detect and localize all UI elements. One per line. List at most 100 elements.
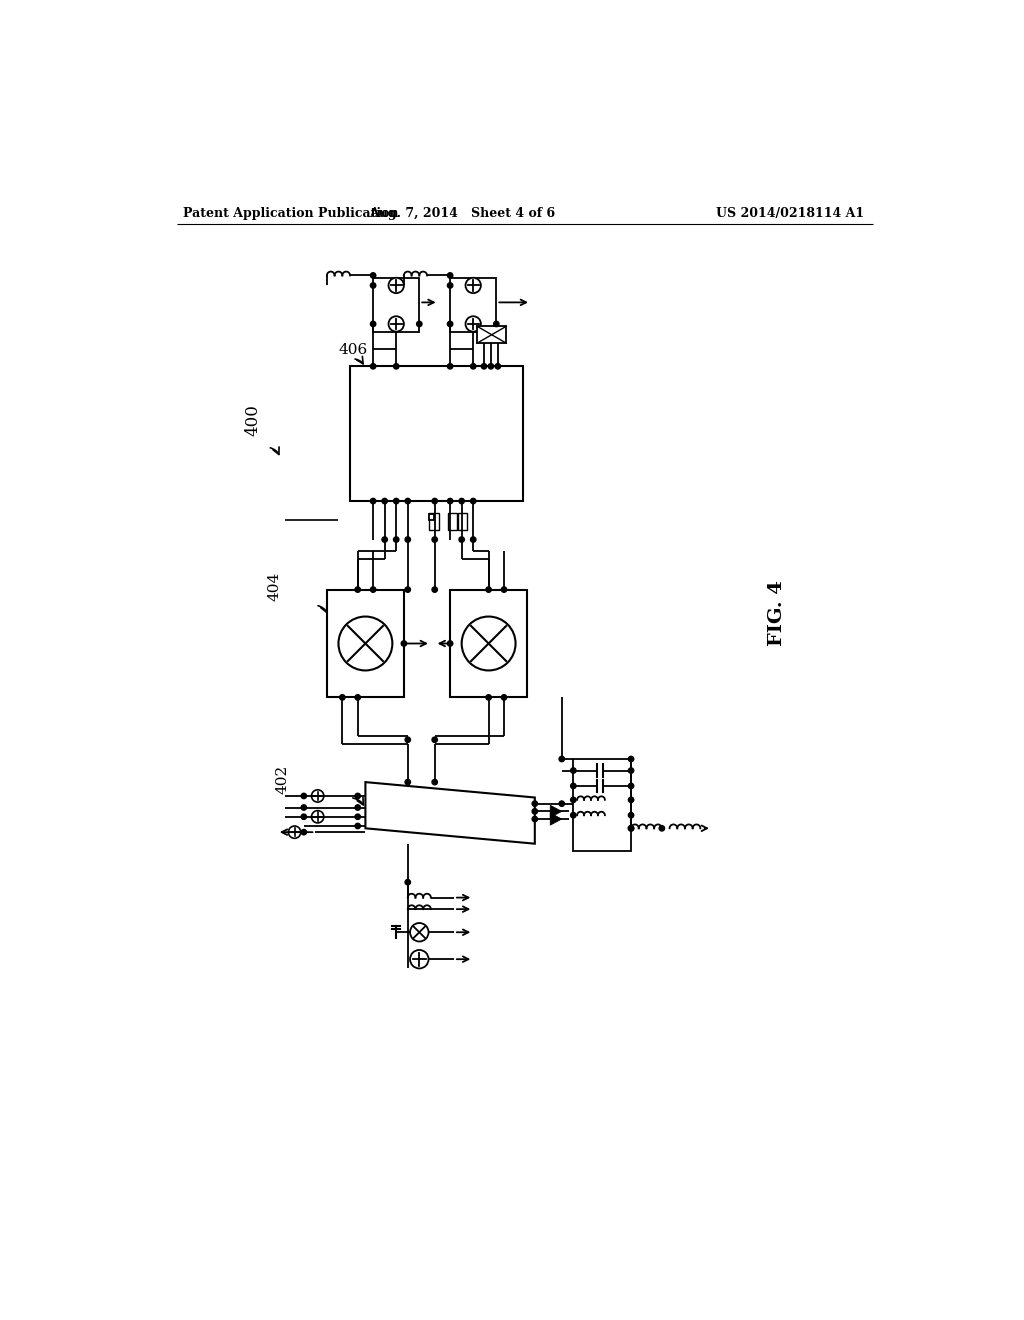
Circle shape [406, 737, 411, 742]
Bar [429, 512, 438, 529]
Circle shape [432, 587, 437, 593]
Circle shape [355, 694, 360, 700]
Circle shape [447, 321, 453, 326]
Bar [373, 277, 419, 331]
Bar [327, 590, 403, 697]
Circle shape [382, 499, 387, 504]
Circle shape [355, 587, 360, 593]
Circle shape [629, 825, 634, 832]
Circle shape [371, 273, 376, 279]
Circle shape [496, 363, 501, 370]
Circle shape [406, 537, 411, 543]
Text: 406: 406 [339, 343, 368, 358]
Circle shape [388, 277, 403, 293]
Circle shape [432, 737, 437, 742]
Circle shape [388, 317, 403, 331]
Circle shape [532, 809, 538, 814]
Circle shape [447, 363, 453, 370]
Circle shape [355, 814, 360, 820]
Circle shape [311, 789, 324, 803]
Circle shape [410, 950, 429, 969]
Circle shape [417, 321, 422, 326]
Text: 404: 404 [267, 572, 282, 601]
Circle shape [340, 694, 345, 700]
Circle shape [629, 783, 634, 788]
Circle shape [382, 537, 387, 543]
Circle shape [339, 616, 392, 671]
Circle shape [488, 363, 494, 370]
Circle shape [462, 616, 515, 671]
Circle shape [447, 499, 453, 504]
Circle shape [559, 801, 564, 807]
Circle shape [355, 824, 360, 829]
Circle shape [447, 282, 453, 288]
Circle shape [447, 273, 453, 279]
Text: 400: 400 [245, 404, 261, 436]
Circle shape [494, 321, 499, 326]
Circle shape [393, 537, 399, 543]
Circle shape [406, 779, 411, 785]
Bar [429, 515, 434, 520]
Circle shape [406, 879, 411, 884]
Circle shape [502, 694, 507, 700]
Circle shape [629, 797, 634, 803]
Text: Patent Application Publication: Patent Application Publication [183, 207, 398, 220]
Circle shape [371, 587, 376, 593]
Circle shape [459, 537, 464, 543]
Circle shape [532, 816, 538, 822]
Circle shape [393, 499, 399, 504]
Circle shape [406, 587, 411, 593]
Text: Aug. 7, 2014   Sheet 4 of 6: Aug. 7, 2014 Sheet 4 of 6 [369, 207, 555, 220]
Circle shape [470, 537, 476, 543]
Circle shape [570, 768, 577, 774]
Circle shape [629, 768, 634, 774]
Circle shape [659, 825, 665, 832]
Text: US 2014/0218114 A1: US 2014/0218114 A1 [716, 207, 864, 220]
Bar [350, 367, 523, 502]
Bar [451, 590, 527, 697]
Circle shape [570, 797, 577, 803]
Circle shape [481, 363, 486, 370]
Circle shape [559, 756, 564, 762]
Circle shape [629, 825, 634, 832]
Polygon shape [550, 805, 562, 817]
Circle shape [301, 805, 306, 810]
Bar [447, 512, 457, 529]
Text: 402: 402 [275, 764, 290, 793]
Circle shape [301, 814, 306, 820]
Circle shape [401, 640, 407, 647]
Circle shape [470, 363, 476, 370]
Circle shape [355, 793, 360, 799]
Circle shape [311, 810, 324, 822]
Circle shape [502, 587, 507, 593]
Circle shape [466, 317, 481, 331]
Circle shape [629, 756, 634, 762]
Text: FIG. 4: FIG. 4 [768, 579, 786, 645]
Bar [451, 277, 497, 331]
Circle shape [406, 499, 411, 504]
Bar [477, 326, 506, 343]
Circle shape [466, 277, 481, 293]
Circle shape [371, 499, 376, 504]
Circle shape [371, 282, 376, 288]
Bar [458, 512, 467, 529]
Circle shape [459, 499, 464, 504]
Polygon shape [550, 813, 562, 825]
Circle shape [371, 321, 376, 326]
Circle shape [301, 829, 306, 834]
Circle shape [570, 783, 577, 788]
Circle shape [532, 801, 538, 807]
Circle shape [393, 363, 399, 370]
Circle shape [355, 805, 360, 810]
Bar [573, 759, 631, 851]
Circle shape [301, 793, 306, 799]
Circle shape [432, 537, 437, 543]
Circle shape [570, 813, 577, 818]
Circle shape [486, 694, 492, 700]
Circle shape [371, 363, 376, 370]
Circle shape [447, 640, 453, 647]
Circle shape [432, 499, 437, 504]
Circle shape [289, 826, 301, 838]
Circle shape [629, 813, 634, 818]
Circle shape [486, 587, 492, 593]
